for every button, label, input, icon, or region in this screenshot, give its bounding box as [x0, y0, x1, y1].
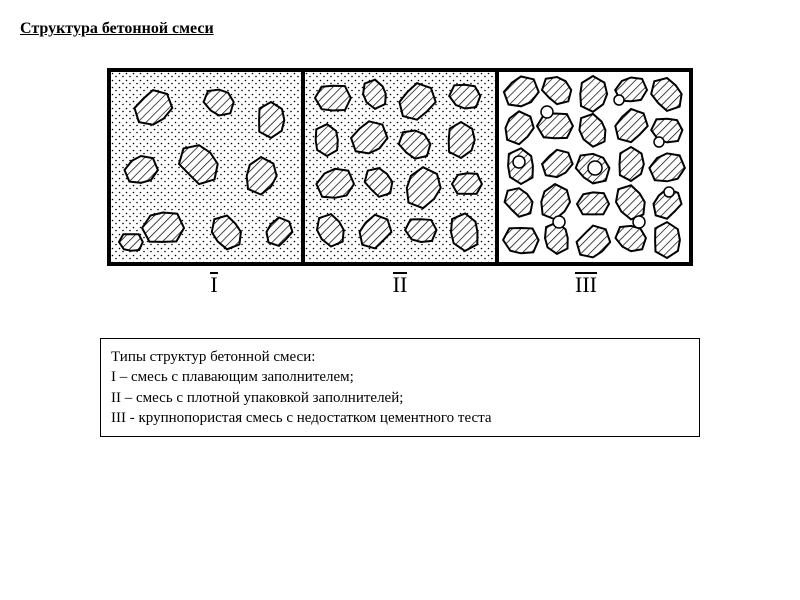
- page-title: Структура бетонной смеси: [20, 20, 780, 38]
- panels-row: [20, 68, 780, 266]
- labels-row: I II III: [20, 272, 780, 298]
- label-3-text: III: [575, 272, 597, 296]
- label-2-text: II: [393, 272, 408, 296]
- legend-line-2: II – смесь с плотной упаковкой заполните…: [111, 388, 689, 408]
- panel-2: [301, 68, 499, 266]
- panel-3-svg: [499, 72, 689, 262]
- panel-2-svg: [305, 72, 495, 262]
- panel-1-svg: [111, 72, 301, 262]
- legend-line-1: I – смесь с плавающим заполнителем;: [111, 367, 689, 387]
- legend-heading: Типы структур бетонной смеси:: [111, 347, 689, 367]
- label-1-text: I: [210, 272, 217, 296]
- panel-1: [107, 68, 305, 266]
- legend-box: Типы структур бетонной смеси: I – смесь …: [100, 338, 700, 437]
- label-1: I: [119, 272, 309, 298]
- label-2: II: [305, 272, 495, 298]
- panel-3: [495, 68, 693, 266]
- legend-line-3: III - крупнопористая смесь с недостатком…: [111, 408, 689, 428]
- label-3: III: [491, 272, 681, 298]
